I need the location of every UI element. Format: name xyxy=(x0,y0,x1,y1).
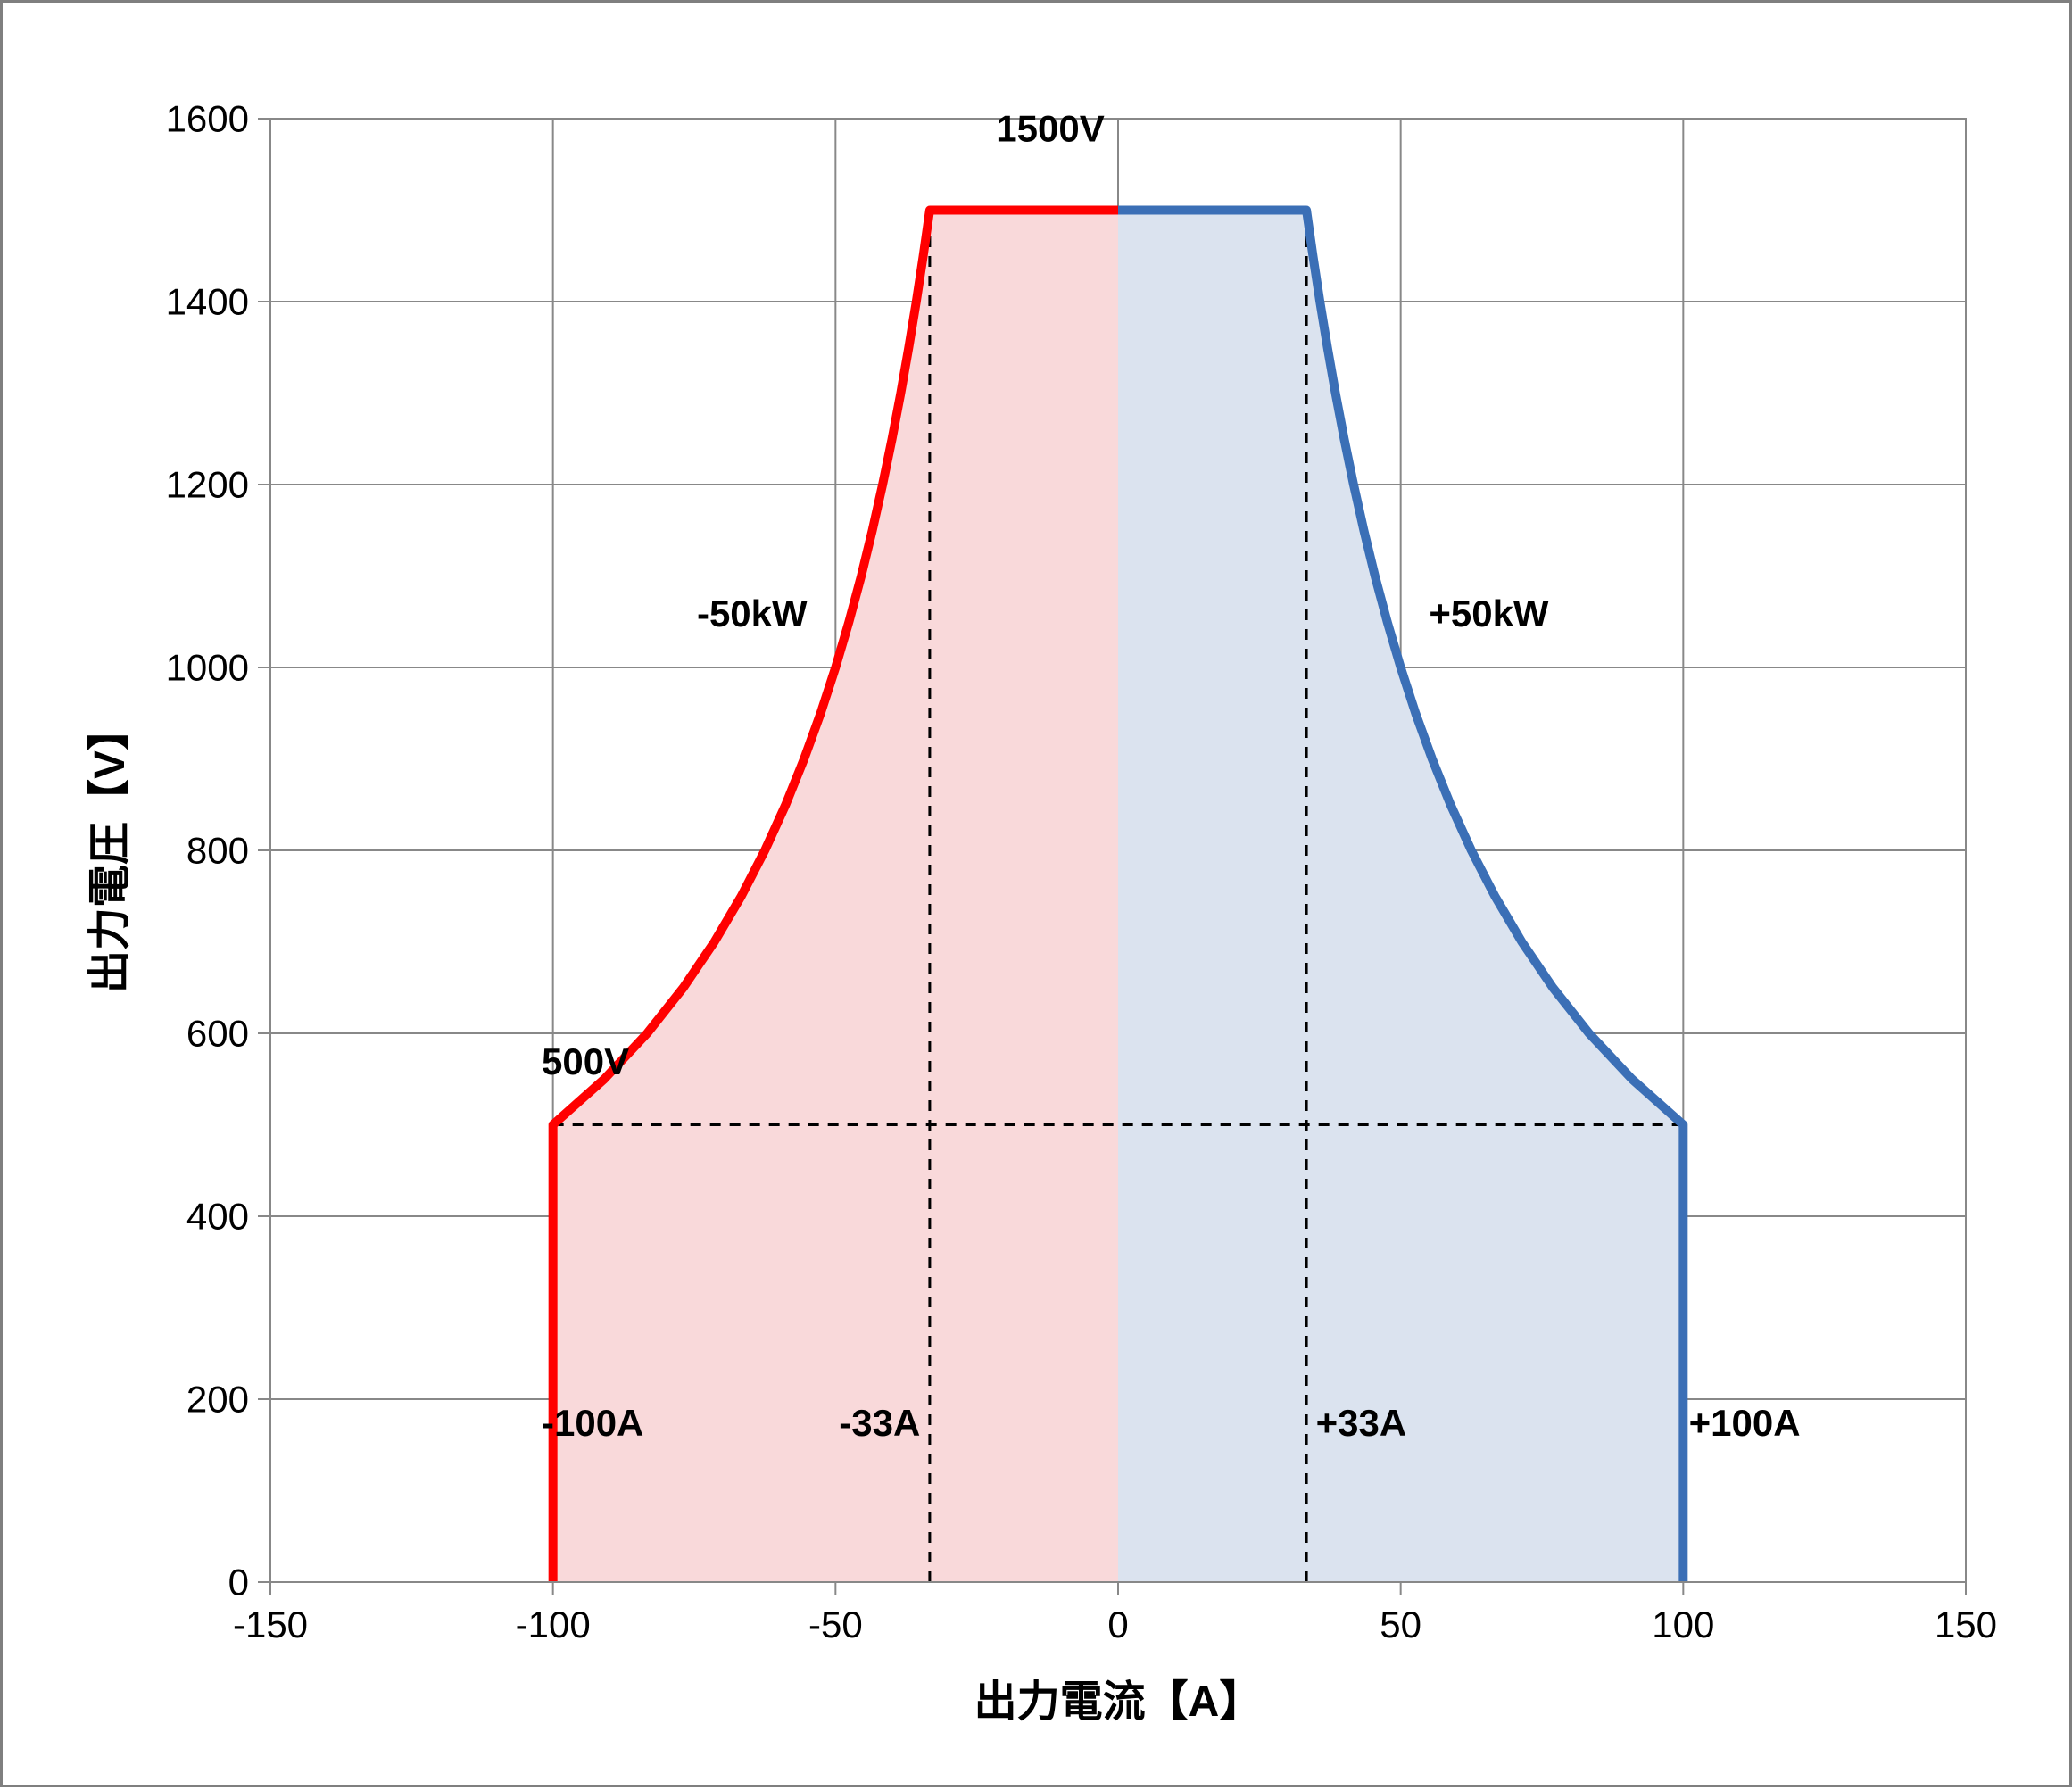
ytick-label: 800 xyxy=(186,830,249,872)
ytick-label: 600 xyxy=(186,1013,249,1055)
ytick-label: 200 xyxy=(186,1379,249,1421)
annotation-label: 500V xyxy=(542,1040,629,1082)
x-axis-label: 出力電流【A】 xyxy=(974,1678,1263,1726)
annotation-label: 1500V xyxy=(996,108,1104,150)
annotation-label: -100A xyxy=(542,1402,643,1444)
ytick-label: 0 xyxy=(228,1562,249,1604)
y-axis-label: 出力電圧【V】 xyxy=(87,708,134,993)
xtick-label: 150 xyxy=(1935,1604,1997,1645)
xtick-label: 0 xyxy=(1107,1604,1128,1645)
xtick-label: 50 xyxy=(1380,1604,1421,1645)
ytick-label: 1000 xyxy=(166,647,249,689)
xtick-label: -150 xyxy=(233,1604,308,1645)
power-envelope-chart: -150 -100 -50 0 50 100 150 0 200 400 600 800 1000 120… xyxy=(3,3,2072,1790)
xtick-label: -50 xyxy=(808,1604,863,1645)
ytick-label: 1400 xyxy=(166,281,249,323)
annotation-label: -50kW xyxy=(697,593,808,634)
ytick-label: 400 xyxy=(186,1196,249,1238)
chart-container: -150 -100 -50 0 50 100 150 0 200 400 600 800 1000 120… xyxy=(0,0,2072,1787)
xtick-label: 100 xyxy=(1652,1604,1714,1645)
annotation-label: +100A xyxy=(1689,1402,1801,1444)
annotation-label: +33A xyxy=(1316,1402,1407,1444)
ytick-label: 1200 xyxy=(166,464,249,506)
annotation-label: -33A xyxy=(839,1402,920,1444)
ytick-label: 1600 xyxy=(166,98,249,140)
annotation-label: +50kW xyxy=(1429,593,1549,634)
xtick-label: -100 xyxy=(516,1604,591,1645)
